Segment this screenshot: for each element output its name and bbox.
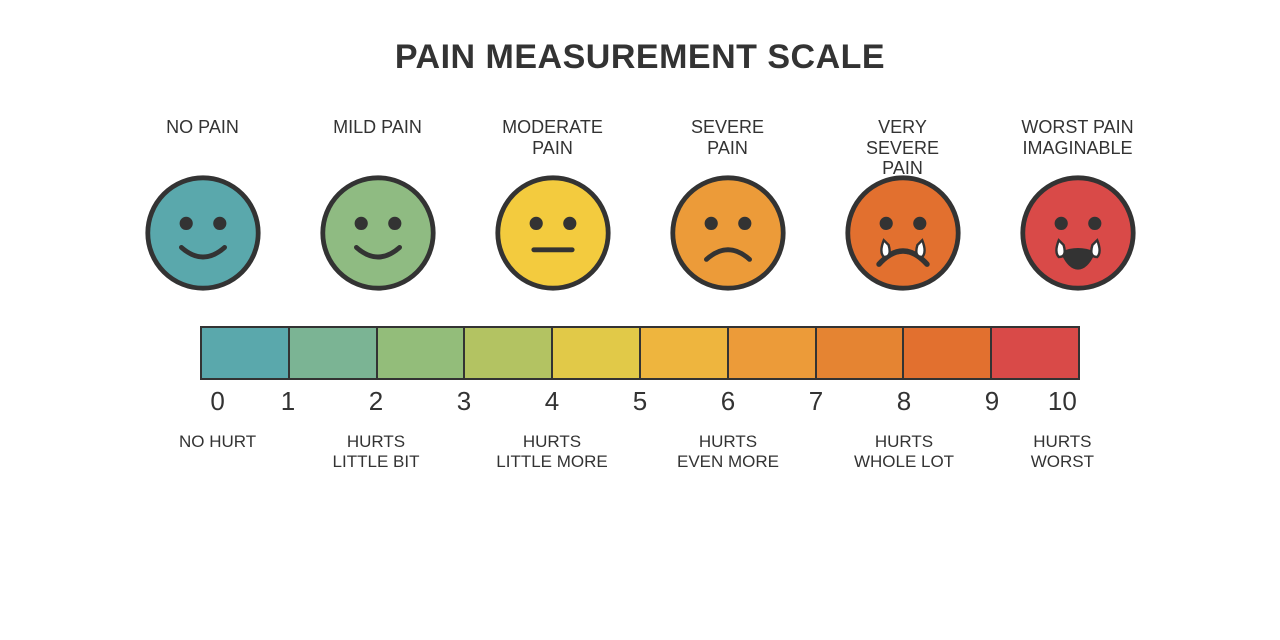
page-title: PAIN MEASUREMENT SCALE [395,38,885,77]
bottom-labels: NO HURTHURTS LITTLE BITHURTS LITTLE MORE… [200,432,1080,482]
face-icon [1018,173,1138,298]
bottom-label-5: HURTS WORST [1031,432,1094,471]
bar-segment-4 [553,328,641,378]
face-icon [493,173,613,298]
bar-segment-2 [378,328,466,378]
bar-segment-7 [817,328,905,378]
bar-segment-8 [904,328,992,378]
tick-3: 3 [457,386,471,417]
tick-numbers: 0 1 2 3 4 5 6 7 8 9 10 [200,386,1080,426]
bottom-label-1: HURTS LITTLE BIT [333,432,420,471]
color-bar [200,326,1080,380]
tick-10: 10 [1048,386,1077,417]
tick-5: 5 [633,386,647,417]
face-top-label: MODERATE PAIN [502,117,603,165]
bar-segment-9 [992,328,1078,378]
bar-segment-1 [290,328,378,378]
faces-row: NO PAIN MILD PAIN MODERATE PAIN SEVERE PAIN… [143,117,1138,298]
bottom-label-4: HURTS WHOLE LOT [854,432,954,471]
tick-9: 9 [985,386,999,417]
face-level-2: MODERATE PAIN [493,117,613,298]
bottom-label-2: HURTS LITTLE MORE [496,432,607,471]
tick-8: 8 [897,386,911,417]
bottom-label-0: NO HURT [179,432,256,452]
face-icon [843,173,963,298]
face-top-label: VERY SEVERE PAIN [843,117,963,165]
bar-segment-6 [729,328,817,378]
face-top-label: WORST PAIN IMAGINABLE [1021,117,1133,165]
face-top-label: MILD PAIN [333,117,422,165]
tick-0: 0 [210,386,224,417]
bar-segment-5 [641,328,729,378]
tick-7: 7 [809,386,823,417]
face-top-label: NO PAIN [166,117,239,165]
face-level-3: SEVERE PAIN [668,117,788,298]
tick-2: 2 [369,386,383,417]
face-level-5: WORST PAIN IMAGINABLE [1018,117,1138,298]
face-top-label: SEVERE PAIN [691,117,764,165]
face-level-0: NO PAIN [143,117,263,298]
face-icon [143,173,263,298]
face-level-1: MILD PAIN [318,117,438,298]
tick-4: 4 [545,386,559,417]
face-icon [668,173,788,298]
tick-1: 1 [281,386,295,417]
face-icon [318,173,438,298]
bar-segment-0 [202,328,290,378]
face-level-4: VERY SEVERE PAIN [843,117,963,298]
bar-segment-3 [465,328,553,378]
bottom-label-3: HURTS EVEN MORE [677,432,779,471]
tick-6: 6 [721,386,735,417]
